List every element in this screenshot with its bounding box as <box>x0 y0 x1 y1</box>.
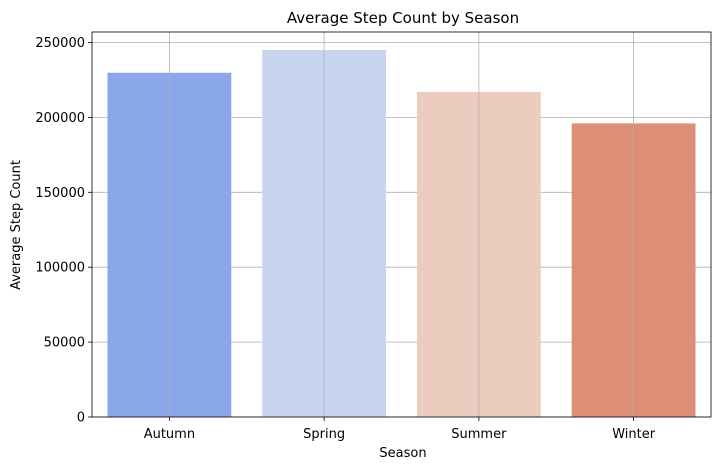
x-tick-label: Autumn <box>144 427 195 442</box>
y-tick-label: 150000 <box>35 186 85 201</box>
y-tick-label: 50000 <box>44 336 85 351</box>
y-tick-label: 250000 <box>35 36 85 51</box>
y-tick-label: 0 <box>77 411 85 426</box>
x-tick-label: Summer <box>451 427 507 442</box>
plot-frame <box>91 31 712 418</box>
x-axis-label: Season <box>379 446 426 461</box>
y-axis-label: Average Step Count <box>9 160 24 290</box>
bars <box>107 49 696 418</box>
x-tick-label: Winter <box>612 427 656 442</box>
vertical-grid <box>168 32 635 417</box>
y-tick-label: 200000 <box>35 111 85 126</box>
axes <box>91 31 712 418</box>
chart-title: Average Step Count by Season <box>287 9 519 27</box>
x-ticks: Autumn Spring Summer Winter <box>144 417 656 442</box>
y-tick-label: 100000 <box>35 261 85 276</box>
x-tick-label: Spring <box>303 427 345 442</box>
y-ticks: 0 50000 100000 150000 200000 250000 <box>35 36 92 426</box>
